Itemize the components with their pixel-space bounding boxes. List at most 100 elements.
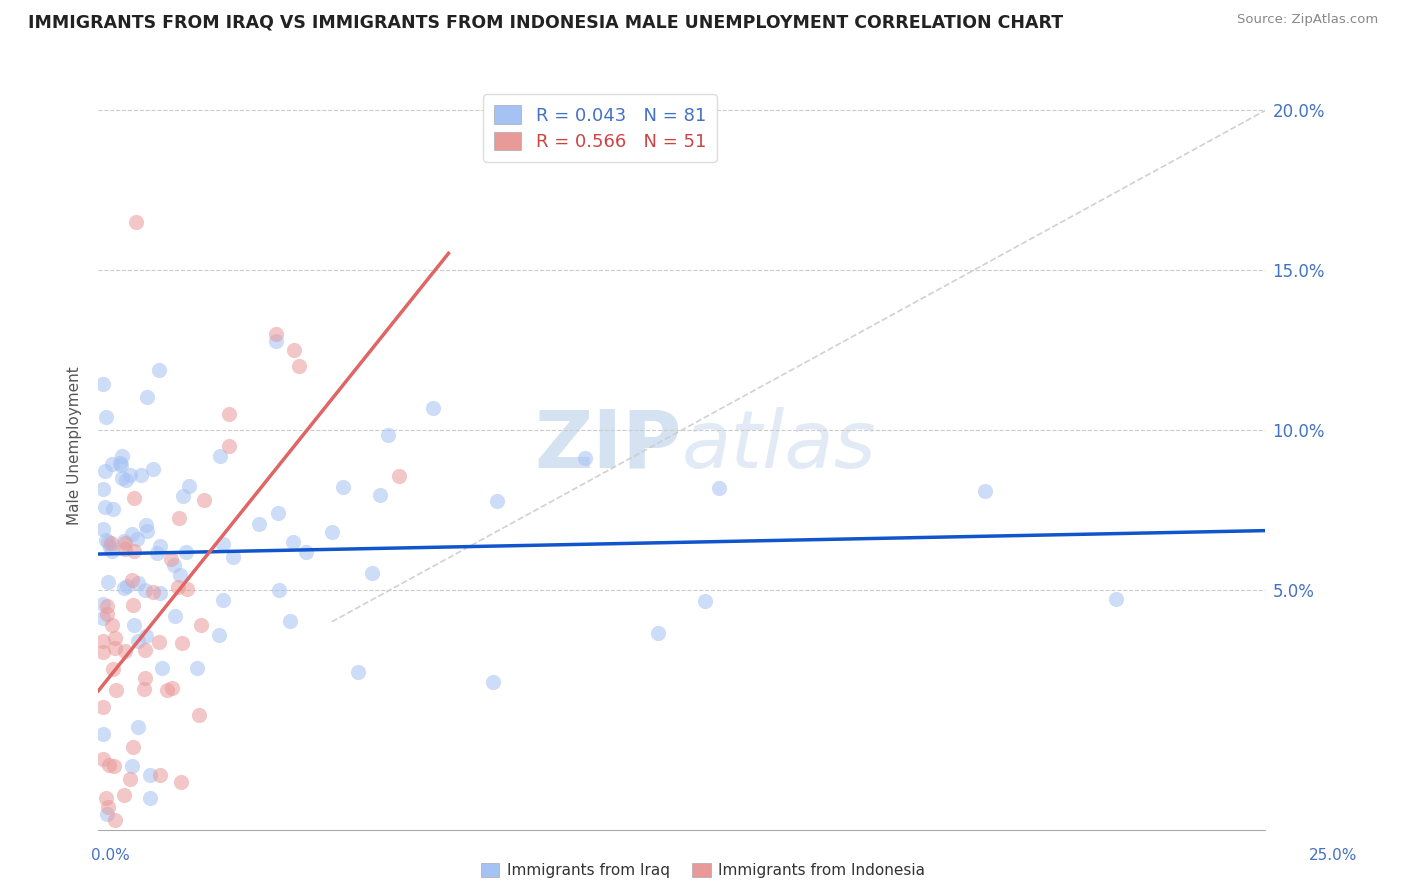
Point bbox=[105, 683, 128, 698]
Point bbox=[111, 471, 134, 485]
Point bbox=[281, 535, 304, 549]
Point bbox=[167, 580, 190, 594]
Point bbox=[190, 617, 212, 632]
Point bbox=[112, 788, 135, 802]
Point bbox=[103, 631, 125, 645]
Text: 0.0%: 0.0% bbox=[91, 848, 131, 863]
Point bbox=[118, 468, 141, 483]
Y-axis label: Male Unemployment: Male Unemployment bbox=[67, 367, 83, 525]
Point bbox=[346, 665, 368, 679]
Point bbox=[98, 540, 121, 554]
Point bbox=[146, 547, 169, 561]
Point bbox=[97, 534, 120, 549]
Point bbox=[186, 661, 208, 675]
Point bbox=[159, 551, 181, 566]
Point bbox=[97, 575, 120, 590]
Text: Source: ZipAtlas.com: Source: ZipAtlas.com bbox=[1237, 13, 1378, 27]
Point bbox=[94, 500, 117, 515]
Point bbox=[149, 585, 172, 599]
Point bbox=[121, 598, 143, 612]
Point bbox=[482, 674, 505, 689]
Point bbox=[91, 752, 114, 766]
Point bbox=[361, 566, 384, 581]
Point bbox=[91, 634, 114, 648]
Point bbox=[1105, 592, 1128, 607]
Point bbox=[114, 541, 136, 556]
Point bbox=[172, 489, 194, 503]
Point bbox=[121, 527, 143, 541]
Point bbox=[167, 511, 190, 525]
Point bbox=[111, 449, 134, 463]
Point bbox=[139, 790, 162, 805]
Point bbox=[377, 428, 399, 442]
Point bbox=[142, 461, 165, 475]
Point bbox=[91, 699, 114, 714]
Point bbox=[100, 536, 122, 550]
Point bbox=[97, 800, 120, 814]
Point bbox=[368, 488, 391, 502]
Point bbox=[91, 376, 114, 391]
Point bbox=[264, 334, 287, 348]
Point bbox=[150, 661, 173, 675]
Point bbox=[114, 643, 136, 657]
Point bbox=[142, 584, 165, 599]
Point bbox=[278, 614, 301, 628]
Point bbox=[136, 390, 159, 404]
Point bbox=[222, 550, 245, 565]
Point bbox=[212, 593, 235, 607]
Point bbox=[267, 506, 290, 520]
Point bbox=[212, 537, 235, 551]
Text: IMMIGRANTS FROM IRAQ VS IMMIGRANTS FROM INDONESIA MALE UNEMPLOYMENT CORRELATION : IMMIGRANTS FROM IRAQ VS IMMIGRANTS FROM … bbox=[28, 13, 1063, 31]
Point bbox=[94, 790, 117, 805]
Point bbox=[122, 618, 145, 632]
Point bbox=[332, 480, 354, 494]
Point bbox=[127, 633, 149, 648]
Point bbox=[149, 539, 172, 553]
Point bbox=[162, 681, 184, 695]
Point bbox=[104, 813, 127, 827]
Point bbox=[91, 597, 114, 611]
Point bbox=[388, 468, 411, 483]
Text: ZIP: ZIP bbox=[534, 407, 682, 485]
Point bbox=[110, 458, 132, 472]
Point bbox=[136, 524, 159, 538]
Point bbox=[115, 473, 138, 487]
Legend: Immigrants from Iraq, Immigrants from Indonesia: Immigrants from Iraq, Immigrants from In… bbox=[474, 857, 932, 884]
Point bbox=[134, 672, 156, 686]
Point bbox=[91, 522, 114, 536]
Point bbox=[100, 457, 122, 471]
Point bbox=[135, 629, 157, 643]
Point bbox=[176, 582, 198, 596]
Point bbox=[96, 607, 118, 622]
Point bbox=[170, 636, 193, 650]
Point bbox=[91, 726, 114, 740]
Point bbox=[112, 534, 135, 549]
Point bbox=[485, 494, 508, 508]
Point bbox=[135, 518, 157, 533]
Point bbox=[101, 544, 124, 558]
Point bbox=[125, 215, 148, 229]
Point bbox=[139, 768, 162, 782]
Point bbox=[114, 535, 136, 549]
Point bbox=[148, 362, 170, 376]
Point bbox=[267, 582, 290, 597]
Point bbox=[91, 645, 114, 659]
Point bbox=[101, 502, 124, 516]
Point bbox=[134, 583, 156, 598]
Point bbox=[120, 772, 142, 786]
Point bbox=[125, 532, 148, 546]
Point bbox=[422, 401, 444, 416]
Point bbox=[132, 681, 155, 696]
Point bbox=[247, 516, 270, 531]
Point bbox=[695, 593, 717, 607]
Point bbox=[165, 609, 187, 624]
Point bbox=[121, 758, 143, 772]
Point bbox=[108, 456, 131, 470]
Point bbox=[91, 482, 114, 496]
Point bbox=[101, 662, 124, 676]
Point bbox=[208, 449, 231, 463]
Point bbox=[193, 493, 215, 508]
Point bbox=[647, 626, 669, 640]
Point bbox=[122, 491, 145, 506]
Point bbox=[208, 628, 231, 642]
